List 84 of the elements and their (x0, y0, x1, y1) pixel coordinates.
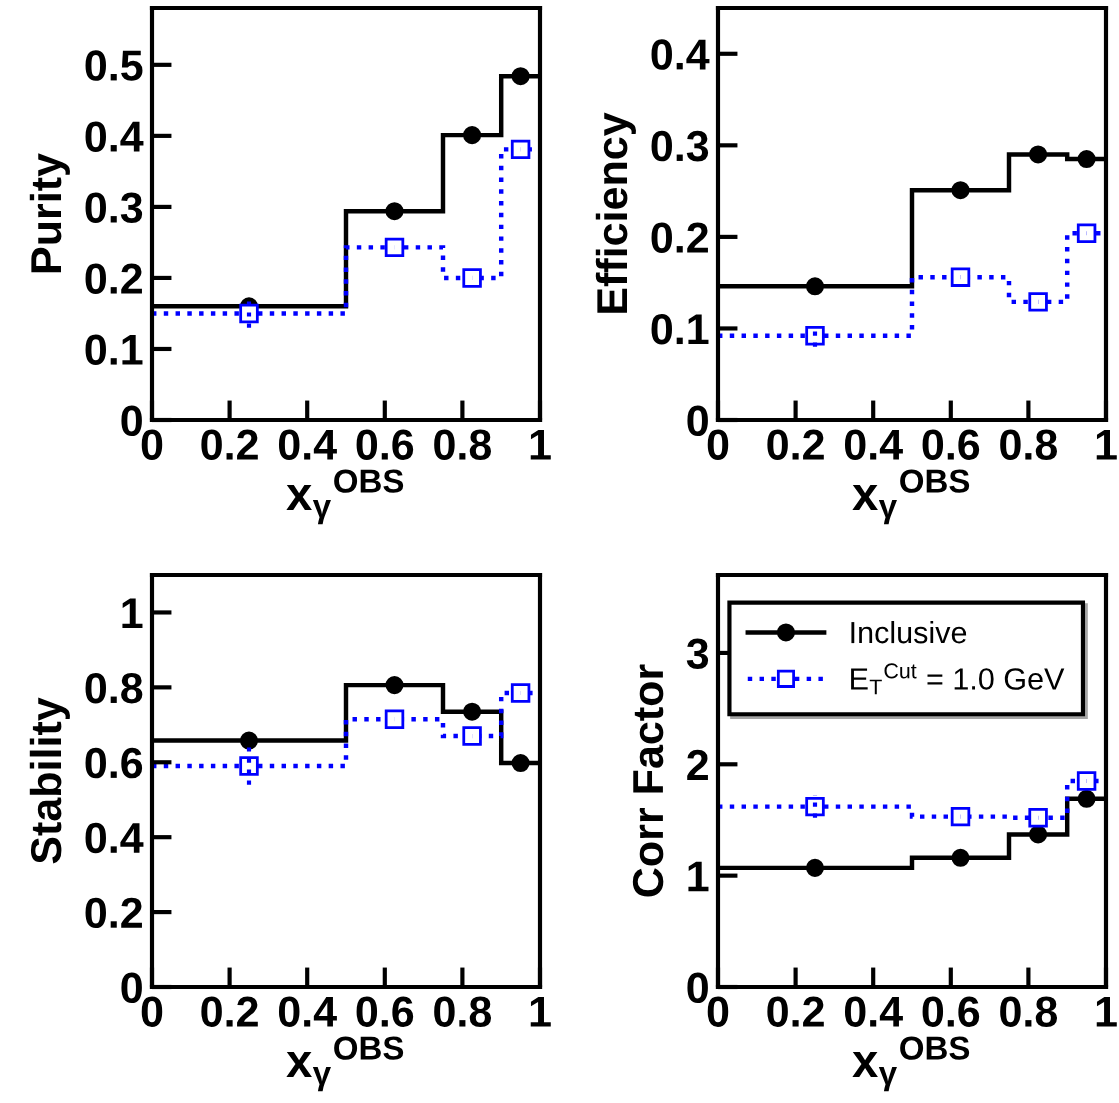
point (950, 806, 971, 827)
y-tick-label: 0.2 (85, 897, 142, 929)
y-tick-label: 0.6 (85, 747, 143, 779)
point (805, 277, 825, 296)
y-tick-label: 0.3 (85, 192, 143, 223)
x-tick-label: 0.6 (922, 429, 980, 460)
point (951, 181, 970, 200)
point (1076, 771, 1097, 791)
y-tick-label: 0 (687, 972, 708, 1004)
x-tick-label: 0 (141, 996, 163, 1027)
x-tick-label: 0.2 (201, 429, 258, 460)
y-tick-label: 2 (687, 749, 708, 780)
x-tick-label: 1 (530, 996, 551, 1027)
y-tick-label: 0 (687, 405, 708, 437)
x-axis-title: x$_{γ}$$^{OBS}$ (852, 469, 970, 525)
y-tick-label: 0.1 (85, 334, 143, 365)
point (950, 267, 971, 287)
x-tick-label: 0.8 (434, 996, 492, 1027)
point (805, 796, 825, 817)
x-tick-label: 0.2 (767, 429, 824, 460)
point (385, 676, 404, 695)
y-tick-label: 0.4 (651, 39, 710, 70)
point (805, 858, 825, 877)
point (510, 683, 531, 703)
x-tick-label: 1 (530, 429, 551, 460)
x-tick-label: 0.8 (1000, 429, 1058, 460)
y-tick-label: 0.5 (85, 50, 143, 81)
x-tick-label: 0.2 (201, 996, 258, 1027)
point (1076, 223, 1097, 243)
x-tick-label: 1 (1096, 996, 1117, 1027)
point (805, 326, 825, 346)
y-tick-label: 1 (122, 598, 143, 629)
x-tick-label: 0.4 (844, 429, 903, 460)
point (511, 67, 530, 86)
point (1028, 808, 1048, 828)
x-tick-label: 0.6 (356, 429, 414, 460)
y-axis-title: Stability (29, 697, 70, 864)
x-tick-label: 0 (707, 429, 729, 460)
point (1028, 292, 1048, 312)
x-tick-label: 0.8 (1000, 996, 1058, 1027)
point (951, 848, 970, 867)
y-tick-label: 0.4 (85, 822, 144, 854)
y-tick-label: 0.2 (651, 222, 708, 253)
point (463, 126, 482, 145)
y-tick-label: 0.2 (85, 263, 142, 294)
point (384, 709, 405, 729)
y-tick-label: 0.8 (85, 672, 143, 704)
point (384, 237, 405, 258)
x-axis-title: x$_{γ}$$^{OBS}$ (852, 1036, 970, 1092)
point (462, 268, 482, 288)
y-tick-label: 0.4 (85, 121, 144, 152)
x-axis-title: x$_{γ}$$^{OBS}$ (286, 469, 404, 525)
y-axis-title: Efficiency (595, 112, 636, 313)
point (1029, 825, 1048, 844)
legend-label: E$_{T}$$^{Cut}$ = 1.0 GeV (851, 663, 1065, 695)
x-tick-label: 1 (1096, 429, 1117, 460)
x-tick-label: 0.6 (356, 996, 414, 1027)
y-axis-title: Corr Factor (632, 664, 664, 897)
x-tick-label: 0 (707, 996, 729, 1027)
y-axis-title: Purity (29, 153, 70, 273)
point (511, 753, 530, 773)
point (462, 726, 482, 746)
point (385, 202, 404, 221)
x-tick-label: 0.4 (278, 996, 337, 1027)
x-axis-title: x$_{γ}$$^{OBS}$ (286, 1036, 404, 1092)
point (1077, 789, 1096, 808)
y-tick-label: 0 (121, 972, 142, 1004)
y-tick-label: 0 (121, 405, 142, 437)
legend-label: Inclusive (851, 620, 967, 644)
x-tick-label: 0.4 (278, 429, 337, 460)
point (239, 731, 259, 750)
y-tick-label: 0.1 (651, 313, 709, 345)
x-tick-label: 0.6 (922, 996, 980, 1027)
point (510, 139, 531, 160)
point (1029, 145, 1048, 164)
x-tick-label: 0 (141, 429, 163, 460)
y-tick-label: 3 (686, 638, 709, 670)
point (1077, 150, 1096, 169)
x-tick-label: 0.8 (434, 429, 492, 460)
point (463, 702, 482, 721)
x-tick-label: 0.2 (767, 996, 824, 1027)
y-tick-label: 1 (688, 861, 709, 892)
x-tick-label: 0.4 (844, 996, 903, 1027)
y-tick-label: 0.3 (651, 130, 709, 162)
